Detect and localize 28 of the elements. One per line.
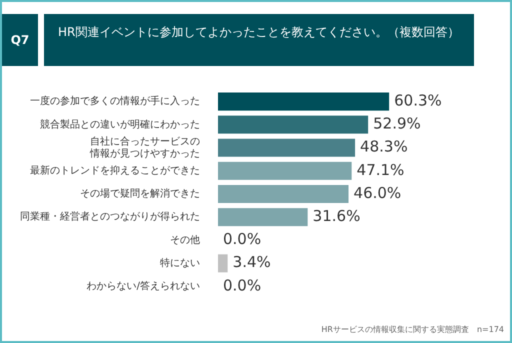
y-tick-label: その他 xyxy=(170,234,200,246)
data-label: 31.6% xyxy=(312,207,360,225)
y-tick-label: 特にない xyxy=(160,256,200,269)
data-label: 47.1% xyxy=(356,160,404,179)
y-tick-label: わからない/答えられない xyxy=(86,280,200,292)
y-tick-label: 一度の参加で多くの情報が手に入った xyxy=(30,95,200,108)
text: HRサービスの情報収集に関する実態調査 n=174 xyxy=(321,324,504,335)
data-label: 48.3% xyxy=(360,138,408,156)
y-tick-label: 自社に合ったサービスの情報が見つけやすかった xyxy=(89,135,200,160)
bar xyxy=(218,138,356,157)
data-label: 0.0% xyxy=(223,276,262,294)
y-tick-label: 最新のトレンドを抑えることができた xyxy=(30,164,200,176)
data-label: 52.9% xyxy=(373,114,421,133)
y-tick-label: 競合製品との違いが明確にわかった xyxy=(40,118,200,130)
y-tick-label: その場で疑問を解消できた xyxy=(80,188,200,200)
y-tick-label: 同業種・経営者とのつながりが得られた xyxy=(20,210,200,223)
bar xyxy=(218,208,308,226)
bar xyxy=(218,162,352,180)
bar xyxy=(218,254,228,272)
text: Q7 xyxy=(2,14,38,66)
bar xyxy=(218,184,349,204)
data-label: 60.3% xyxy=(394,91,442,110)
bar xyxy=(218,116,368,134)
bar xyxy=(218,92,390,111)
chart-title: HR関連イベントに参加してよかったことを教えてください。（複数回答） xyxy=(44,14,474,66)
data-label: 0.0% xyxy=(223,230,262,248)
data-label: 46.0% xyxy=(354,184,402,202)
data-label: 3.4% xyxy=(232,253,271,272)
